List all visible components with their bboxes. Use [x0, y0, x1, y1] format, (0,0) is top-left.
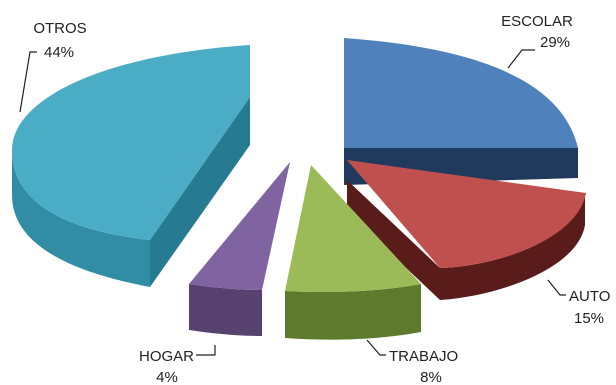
label-hogar-value: 4%: [156, 369, 178, 385]
slice-escolar: [344, 38, 578, 185]
label-hogar-name: HOGAR: [139, 348, 194, 365]
label-escolar-name: ESCOLAR: [501, 13, 573, 30]
slice-otros-wall: [150, 97, 250, 287]
label-trabajo-value: 8%: [420, 369, 442, 385]
leader-auto: [547, 279, 566, 296]
label-escolar-value: 29%: [540, 34, 570, 51]
label-auto-name: AUTO: [569, 288, 610, 305]
label-trabajo-name: TRABAJO: [389, 348, 458, 365]
label-otros-name: OTROS: [33, 20, 86, 37]
leader-hogar: [196, 345, 216, 356]
slice-auto: [347, 160, 586, 300]
leader-trabajo: [366, 339, 386, 356]
slice-escolar-top: [344, 38, 578, 148]
leader-otros: [19, 51, 37, 113]
leader-escolar: [507, 49, 535, 69]
slice-hogar: [189, 162, 290, 336]
label-auto-value: 15%: [574, 310, 604, 327]
slice-hogar-side: [189, 284, 262, 336]
slice-trabajo-top: [285, 165, 421, 293]
slice-otros-side: [12, 150, 150, 287]
slice-auto-top: [347, 160, 586, 268]
slice-trabajo: [285, 165, 421, 340]
label-otros-value: 44%: [44, 44, 74, 61]
slice-otros-top: [12, 45, 250, 240]
slice-trabajo-side: [285, 284, 421, 340]
slice-auto-side: [347, 180, 585, 300]
slice-hogar-top: [189, 162, 290, 290]
slice-otros: [12, 45, 250, 287]
